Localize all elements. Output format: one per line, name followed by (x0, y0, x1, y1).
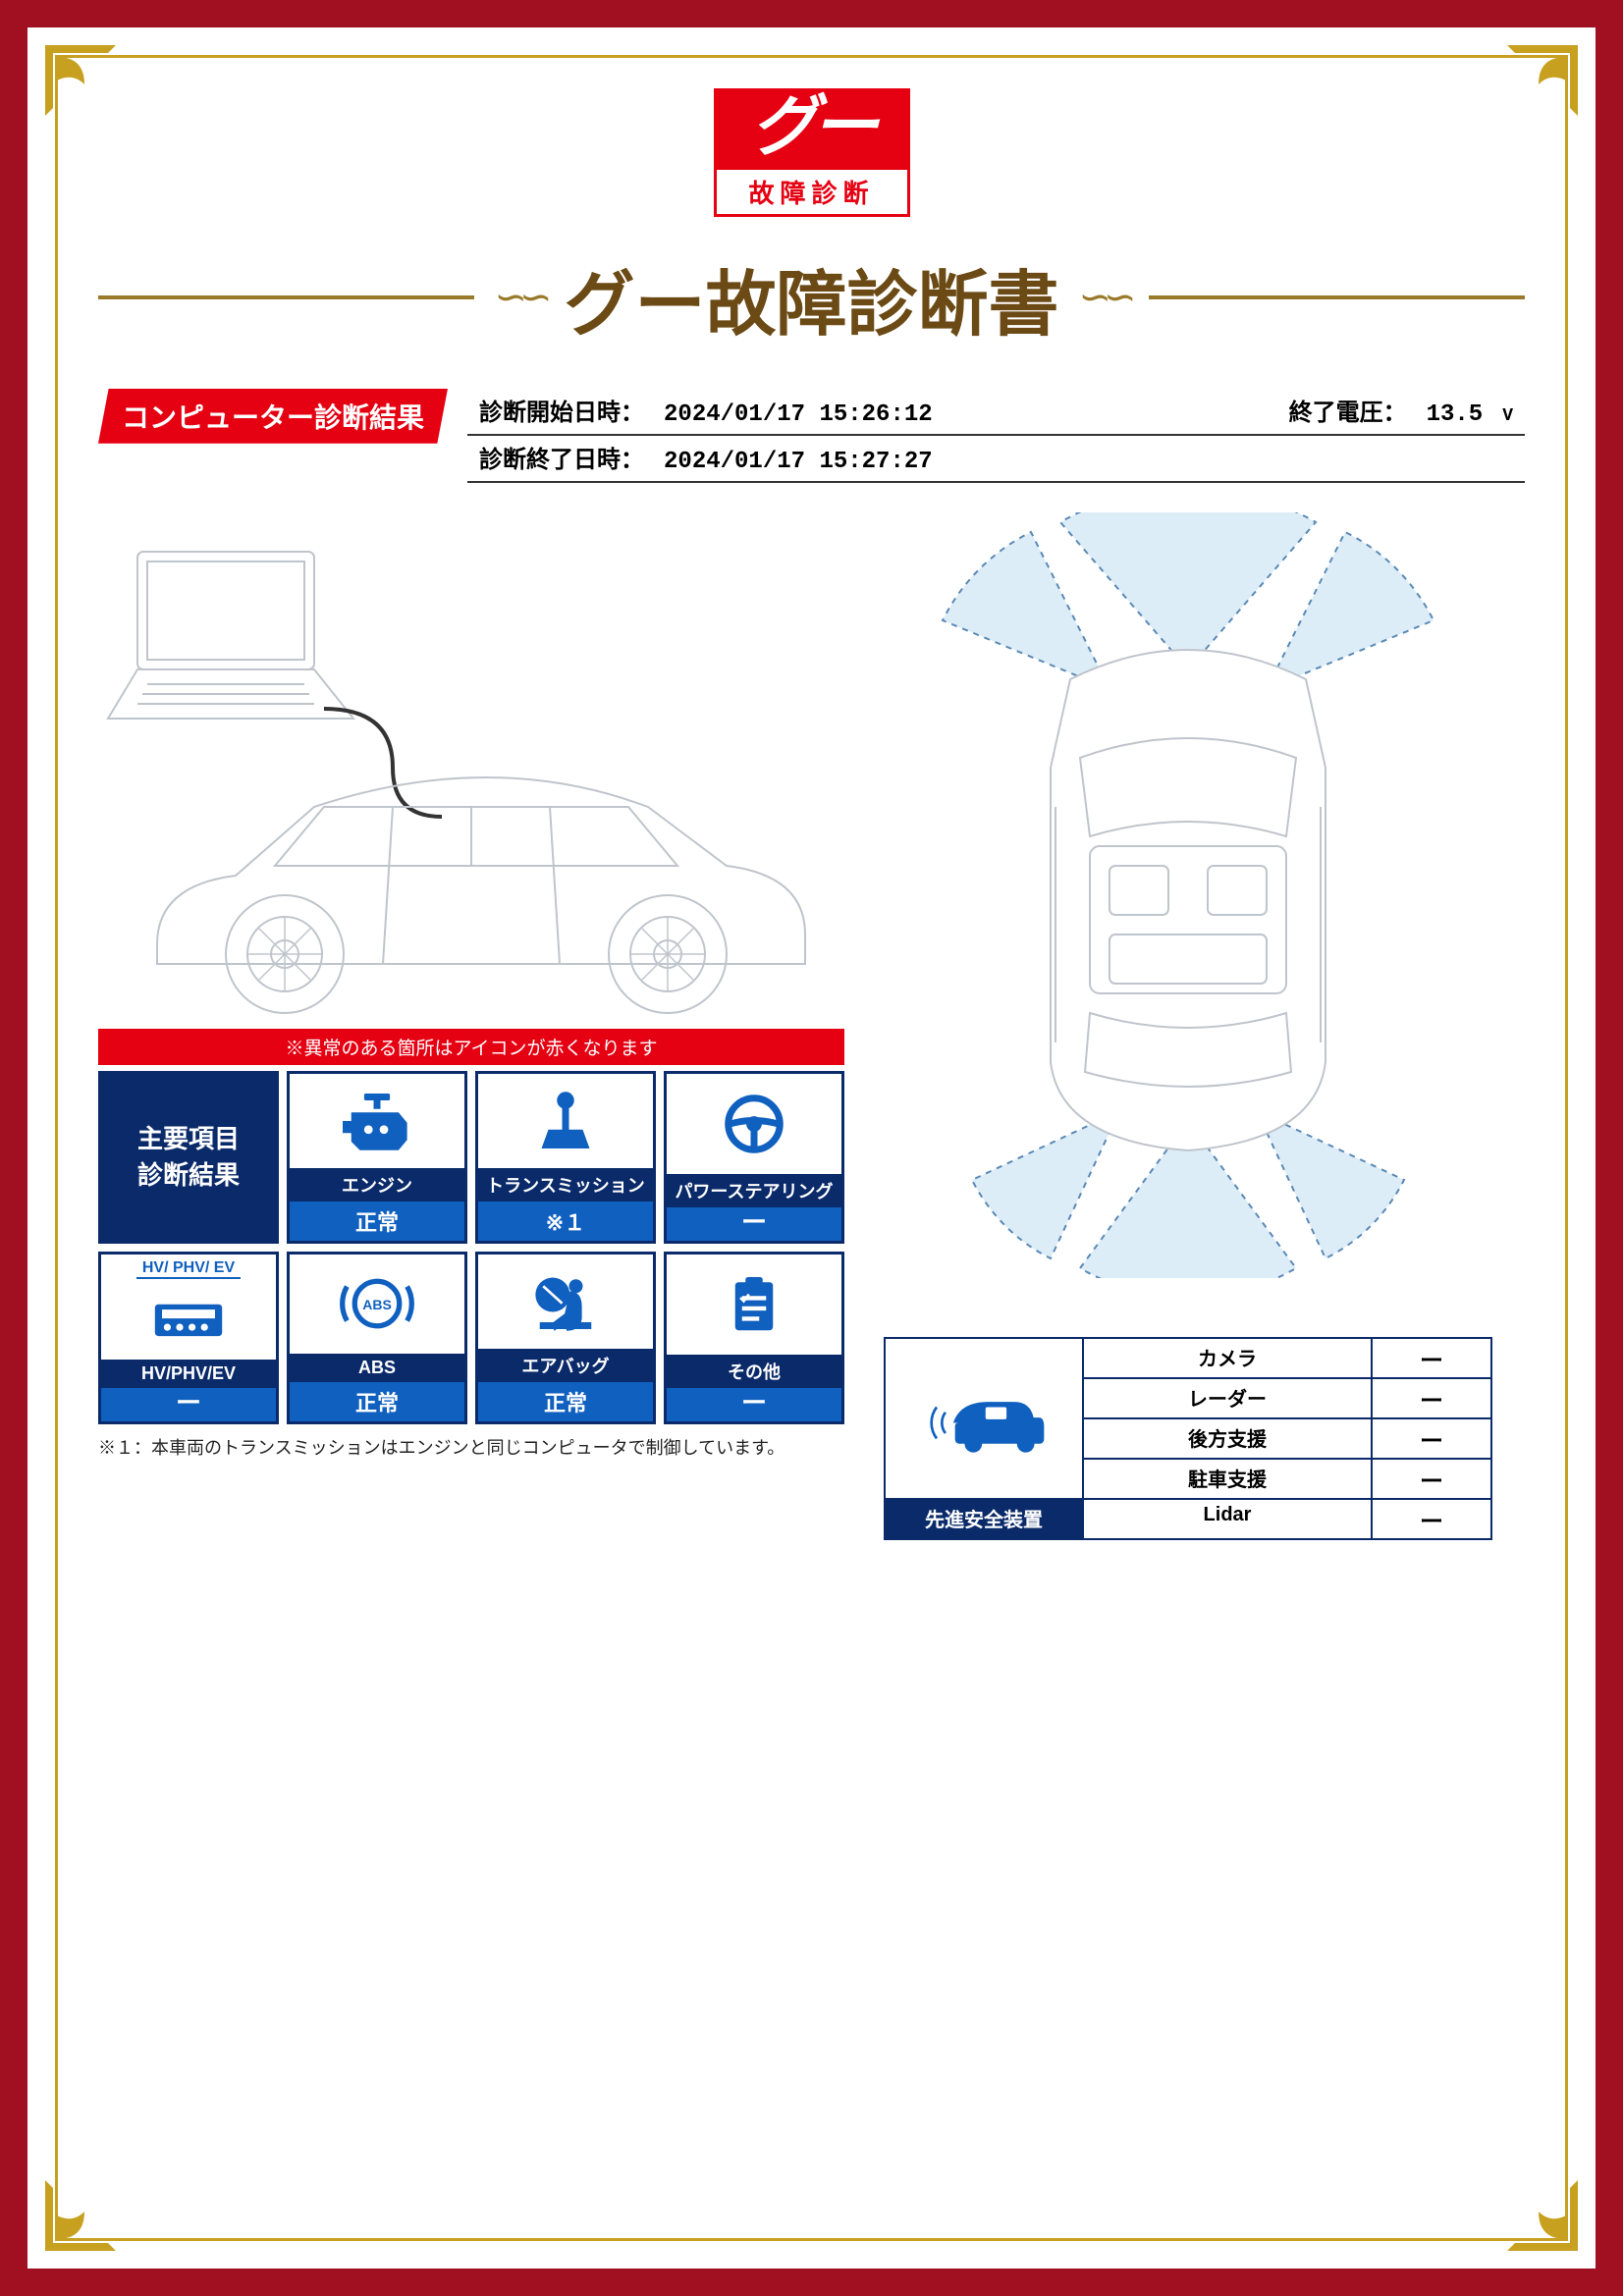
card-status: 正常 (290, 1201, 464, 1241)
grid-header-text: 主要項目 診断結果 (137, 1121, 240, 1193)
diagram-area: ※異常のある箇所はアイコンが赤くなります 主要項目 診断結果 エンジン 正常 (98, 512, 1525, 1540)
grid-header-card: 主要項目 診断結果 (98, 1071, 279, 1244)
section-badge: コンピューター診断結果 (98, 389, 448, 444)
flourish-icon: ∽∽ (1079, 275, 1129, 320)
transmission-icon (478, 1074, 653, 1168)
diagnostic-grid: 主要項目 診断結果 エンジン 正常 トランスミッション ※１ (98, 1071, 844, 1424)
meta-line-1: 診断開始日時： 2024/01/17 15:26:12 終了電圧： 13.5 V (467, 389, 1525, 436)
airbag-icon (478, 1255, 653, 1349)
meta-line-2: 診断終了日時： 2024/01/17 15:27:27 (467, 436, 1525, 483)
safety-block: 先進安全装置 カメラ ー レーダー ー 後方支援 ー (884, 1337, 1492, 1540)
content-area: グー 故障診断 ∽∽ グー故障診断書 ∽∽ コンピューター診断結果 診断開始日時… (98, 88, 1525, 1550)
logo-top: グー (714, 88, 910, 170)
safety-label: 後方支援 (1084, 1419, 1373, 1458)
safety-value: ー (1373, 1339, 1490, 1377)
safety-title: 先進安全装置 (886, 1498, 1082, 1538)
safety-row: カメラ ー (1082, 1339, 1490, 1379)
safety-row: 後方支援 ー (1082, 1419, 1490, 1460)
card-status: ※１ (478, 1201, 653, 1241)
card-name: HV/PHV/EV (101, 1360, 276, 1388)
safety-label: 駐車支援 (1084, 1460, 1373, 1498)
logo-block: グー 故障診断 (98, 88, 1525, 217)
safety-value: ー (1373, 1500, 1490, 1538)
clipboard-icon (667, 1255, 841, 1355)
card-name: エンジン (290, 1168, 464, 1201)
voltage-value: 13.5 (1427, 401, 1484, 428)
card-power-steering: パワーステアリング ー (664, 1071, 844, 1244)
title-line-left (98, 295, 474, 299)
card-name: トランスミッション (478, 1168, 653, 1201)
safety-label: レーダー (1084, 1379, 1373, 1417)
card-name: パワーステアリング (667, 1174, 841, 1207)
voltage-label: 終了電圧： (1289, 393, 1407, 427)
car-side-wireframe-icon (98, 512, 844, 1023)
safety-table: カメラ ー レーダー ー 後方支援 ー 駐車支援 ー (1082, 1339, 1490, 1538)
card-transmission: トランスミッション ※１ (475, 1071, 656, 1244)
safety-value: ー (1373, 1460, 1490, 1498)
end-label: 診断終了日時： (479, 440, 644, 474)
card-airbag: エアバッグ 正常 (475, 1252, 656, 1424)
card-engine: エンジン 正常 (287, 1071, 467, 1244)
logo-bottom: 故障診断 (714, 170, 910, 217)
safety-car-icon (886, 1339, 1082, 1498)
safety-row: 駐車支援 ー (1082, 1460, 1490, 1500)
svg-text:ABS: ABS (362, 1297, 392, 1312)
card-name: ABS (290, 1354, 464, 1382)
safety-row: レーダー ー (1082, 1379, 1490, 1419)
notice-bar: ※異常のある箇所はアイコンが赤くなります (98, 1029, 844, 1065)
engine-icon (290, 1074, 464, 1168)
car-top-view-icon (884, 512, 1492, 1278)
meta-row: コンピューター診断結果 診断開始日時： 2024/01/17 15:26:12 … (98, 389, 1525, 483)
corner-ornament-icon (41, 2176, 120, 2255)
card-other: その他 ー (664, 1252, 844, 1424)
steering-wheel-icon (667, 1074, 841, 1174)
flourish-icon: ∽∽ (494, 275, 544, 320)
card-status: 正常 (290, 1382, 464, 1421)
hvev-icon: HV/ PHV/ EV (101, 1255, 276, 1360)
card-name: その他 (667, 1355, 841, 1388)
footnote: ※１：本車両のトランスミッションはエンジンと同じコンピュータで制御しています。 (98, 1434, 844, 1460)
abs-icon: ABS (290, 1255, 464, 1354)
end-value: 2024/01/17 15:27:27 (664, 449, 933, 475)
card-status: ー (101, 1388, 276, 1421)
start-label: 診断開始日時： (479, 393, 644, 427)
title-row: ∽∽ グー故障診断書 ∽∽ (98, 246, 1525, 349)
card-name: エアバッグ (478, 1349, 653, 1382)
card-abs: ABS ABS 正常 (287, 1252, 467, 1424)
corner-ornament-icon (1503, 2176, 1582, 2255)
safety-label: Lidar (1084, 1500, 1373, 1538)
card-status: ー (667, 1207, 841, 1241)
start-value: 2024/01/17 15:26:12 (664, 401, 933, 428)
card-status: 正常 (478, 1382, 653, 1421)
voltage-unit: V (1502, 406, 1513, 426)
safety-label: カメラ (1084, 1339, 1373, 1377)
safety-row: Lidar ー (1082, 1500, 1490, 1538)
main-title: グー故障診断書 (565, 246, 1059, 349)
safety-value: ー (1373, 1379, 1490, 1417)
card-hvev: HV/ PHV/ EV HV/PHV/EV ー (98, 1252, 279, 1424)
title-line-right (1149, 295, 1525, 299)
safety-value: ー (1373, 1419, 1490, 1458)
card-status: ー (667, 1388, 841, 1421)
